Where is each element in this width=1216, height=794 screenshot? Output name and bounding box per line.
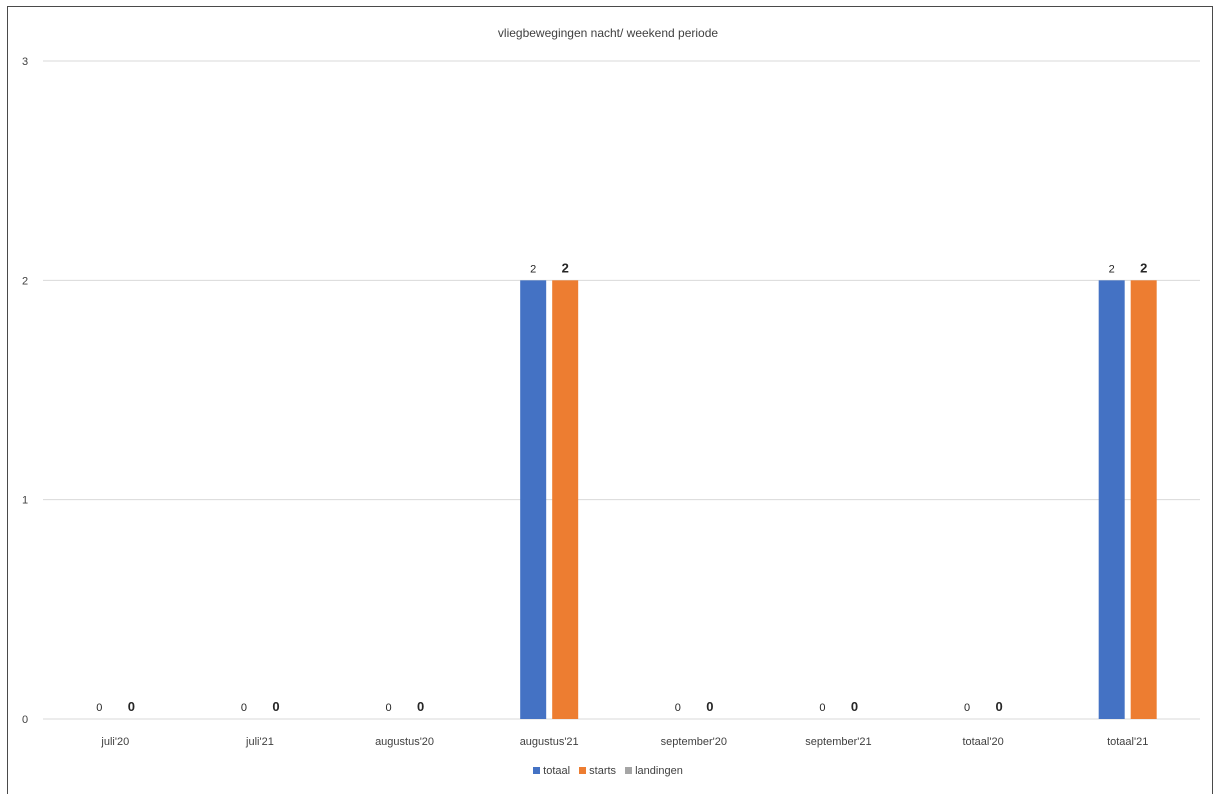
data-label-totaal: 0: [964, 702, 970, 714]
data-label-starts: 2: [562, 260, 569, 275]
data-label-totaal: 0: [96, 702, 102, 714]
data-label-starts: 0: [417, 699, 424, 714]
legend: totaal starts landingen: [0, 765, 1216, 777]
data-label-totaal: 2: [530, 263, 536, 275]
x-tick-label: totaal'20: [962, 736, 1003, 748]
y-tick-label: 2: [22, 275, 28, 287]
legend-label-starts: starts: [589, 765, 617, 777]
chart-frame: [7, 6, 1213, 794]
x-tick-label: totaal'21: [1107, 736, 1148, 748]
x-tick-label: september'20: [661, 736, 727, 748]
y-tick-label: 1: [22, 495, 28, 507]
x-tick-label: juli'21: [245, 736, 274, 748]
x-tick-label: augustus'20: [375, 736, 434, 748]
bar-totaal: [520, 280, 547, 719]
bar-totaal: [1098, 280, 1125, 719]
data-label-totaal: 0: [819, 702, 825, 714]
y-tick-label: 3: [22, 56, 28, 68]
bar-starts: [552, 280, 579, 719]
data-label-starts: 0: [706, 699, 713, 714]
legend-item-totaal: totaal: [533, 765, 570, 777]
bar-starts: [1130, 280, 1157, 719]
data-label-totaal: 2: [1109, 263, 1115, 275]
legend-label-landingen: landingen: [635, 765, 683, 777]
legend-item-starts: starts: [579, 765, 616, 777]
legend-item-landingen: landingen: [625, 765, 683, 777]
legend-swatch-starts: [579, 767, 587, 774]
legend-swatch-totaal: [533, 767, 541, 774]
data-label-totaal: 0: [241, 702, 247, 714]
legend-swatch-landingen: [625, 767, 633, 774]
legend-label-totaal: totaal: [543, 765, 571, 777]
data-label-starts: 0: [851, 699, 858, 714]
y-tick-label: 0: [22, 714, 28, 726]
data-label-starts: 2: [1140, 260, 1147, 275]
data-label-starts: 0: [272, 699, 279, 714]
x-tick-label: augustus'21: [520, 736, 579, 748]
data-label-totaal: 0: [675, 702, 681, 714]
x-tick-label: juli'20: [100, 736, 129, 748]
data-label-starts: 0: [128, 699, 135, 714]
chart-title: vliegbewegingen nacht/ weekend periode: [497, 26, 719, 40]
data-label-starts: 0: [995, 699, 1002, 714]
x-tick-label: september'21: [805, 736, 871, 748]
data-label-totaal: 0: [386, 702, 392, 714]
